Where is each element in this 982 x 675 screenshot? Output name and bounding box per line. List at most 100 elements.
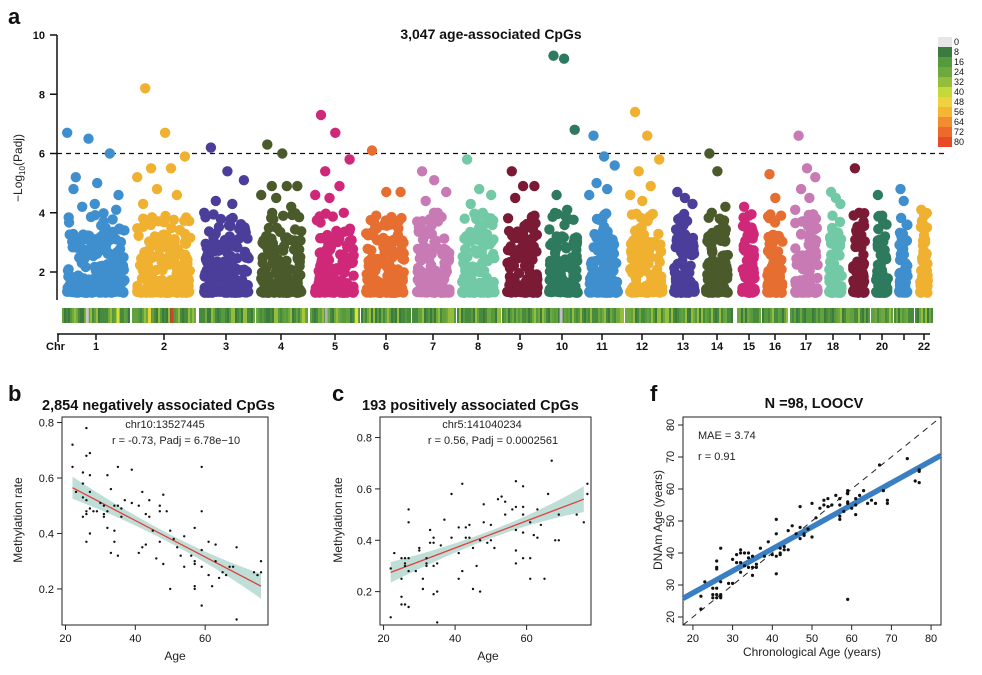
- heatmap-cell: [138, 308, 140, 323]
- heatmap-cell: [858, 308, 860, 323]
- heatmap-cell: [931, 308, 933, 323]
- data-point: [826, 497, 830, 501]
- x-tick-label: 60: [199, 633, 211, 645]
- data-point: [838, 497, 842, 501]
- data-point: [403, 603, 407, 606]
- data-point: [586, 482, 589, 485]
- peak-point: [804, 192, 815, 204]
- heatmap-cell: [620, 308, 622, 323]
- peak-point: [637, 195, 648, 207]
- heatmap-cell: [298, 308, 300, 323]
- peak-point: [714, 213, 725, 224]
- peak-point: [770, 192, 781, 204]
- panel-c-positive-cpg: c 193 positively associated CpGs 20 40 60 0…: [331, 381, 592, 663]
- data-point: [719, 228, 731, 239]
- data-point: [436, 621, 439, 624]
- data-point: [568, 273, 579, 284]
- heatmap-cell: [128, 308, 130, 323]
- data-point: [396, 245, 407, 256]
- heatmap-cell: [552, 308, 554, 323]
- heatmap-cell: [324, 308, 328, 323]
- heatmap-cell: [416, 308, 418, 323]
- data-point: [450, 536, 453, 539]
- heatmap-strip-chr22: [915, 308, 933, 323]
- chromosome-2-points: [132, 83, 196, 298]
- data-point: [699, 594, 703, 598]
- panel-letter-a: a: [8, 4, 21, 29]
- data-point: [85, 454, 88, 457]
- heatmap-strip-chr1: [62, 308, 130, 323]
- heatmap-cell: [818, 308, 820, 323]
- panel-c-plot-frame: [379, 416, 592, 626]
- data-point: [137, 265, 149, 276]
- data-point: [879, 254, 890, 265]
- heatmap-cell: [276, 308, 278, 323]
- data-point: [462, 251, 473, 263]
- heatmap-cell: [721, 308, 723, 323]
- heatmap-cell: [902, 308, 904, 323]
- peak-point: [704, 148, 715, 159]
- x-tick-label: 60: [521, 633, 533, 645]
- heatmap-cell: [481, 308, 483, 323]
- data-point: [457, 551, 460, 555]
- data-point: [589, 264, 600, 275]
- data-point: [735, 561, 739, 565]
- data-point: [557, 513, 560, 516]
- x-tick-label: 50: [806, 633, 818, 645]
- peak-point: [113, 189, 124, 201]
- heatmap-cell: [430, 308, 432, 323]
- data-point: [521, 531, 525, 534]
- data-point: [407, 521, 410, 524]
- manhattan-y-tick-label: 10: [33, 30, 45, 42]
- data-point: [118, 252, 129, 263]
- data-point: [513, 268, 525, 279]
- heatmap-cell: [862, 308, 864, 323]
- heatmap-cell: [900, 308, 902, 323]
- data-point: [786, 529, 790, 533]
- heatmap-cell: [284, 308, 286, 323]
- data-point: [169, 258, 181, 269]
- chromosome-17-points: [790, 130, 823, 298]
- data-point: [557, 539, 560, 542]
- heatmap-cell: [438, 308, 440, 323]
- chromosome-label: 16: [769, 341, 781, 353]
- heatmap-cell: [838, 308, 840, 323]
- data-point: [172, 537, 175, 541]
- data-point: [397, 286, 408, 297]
- peak-point: [896, 228, 907, 239]
- data-point: [296, 286, 307, 297]
- data-point: [711, 596, 715, 600]
- data-point: [207, 540, 210, 543]
- data-point: [504, 262, 516, 274]
- peak-point: [849, 163, 861, 174]
- heatmap-cell: [205, 308, 207, 323]
- data-point: [715, 593, 719, 597]
- regression-line: [390, 498, 585, 573]
- heatmap-strip-chr9: [502, 308, 544, 323]
- data-point: [318, 277, 329, 288]
- heatmap-cell: [457, 308, 459, 323]
- data-point: [512, 226, 523, 237]
- data-point: [632, 252, 644, 264]
- data-point: [208, 209, 219, 220]
- data-point: [543, 577, 546, 580]
- heatmap-cell: [877, 308, 879, 323]
- data-point: [838, 514, 842, 518]
- heatmap-cell: [475, 308, 477, 323]
- heatmap-cell: [454, 308, 456, 323]
- data-point: [168, 214, 179, 225]
- heatmap-cell: [74, 308, 76, 323]
- data-point: [193, 585, 196, 588]
- peak-point: [517, 180, 529, 192]
- data-point: [407, 557, 410, 560]
- data-point: [881, 489, 886, 493]
- data-point: [215, 213, 227, 225]
- data-point: [607, 234, 618, 245]
- heatmap-cell: [731, 308, 733, 323]
- heatmap-cell: [280, 308, 282, 323]
- heatmap-cell: [586, 308, 588, 323]
- heatmap-cell: [772, 308, 774, 323]
- peak-point: [810, 172, 821, 183]
- data-point: [436, 562, 439, 565]
- data-point: [917, 481, 921, 485]
